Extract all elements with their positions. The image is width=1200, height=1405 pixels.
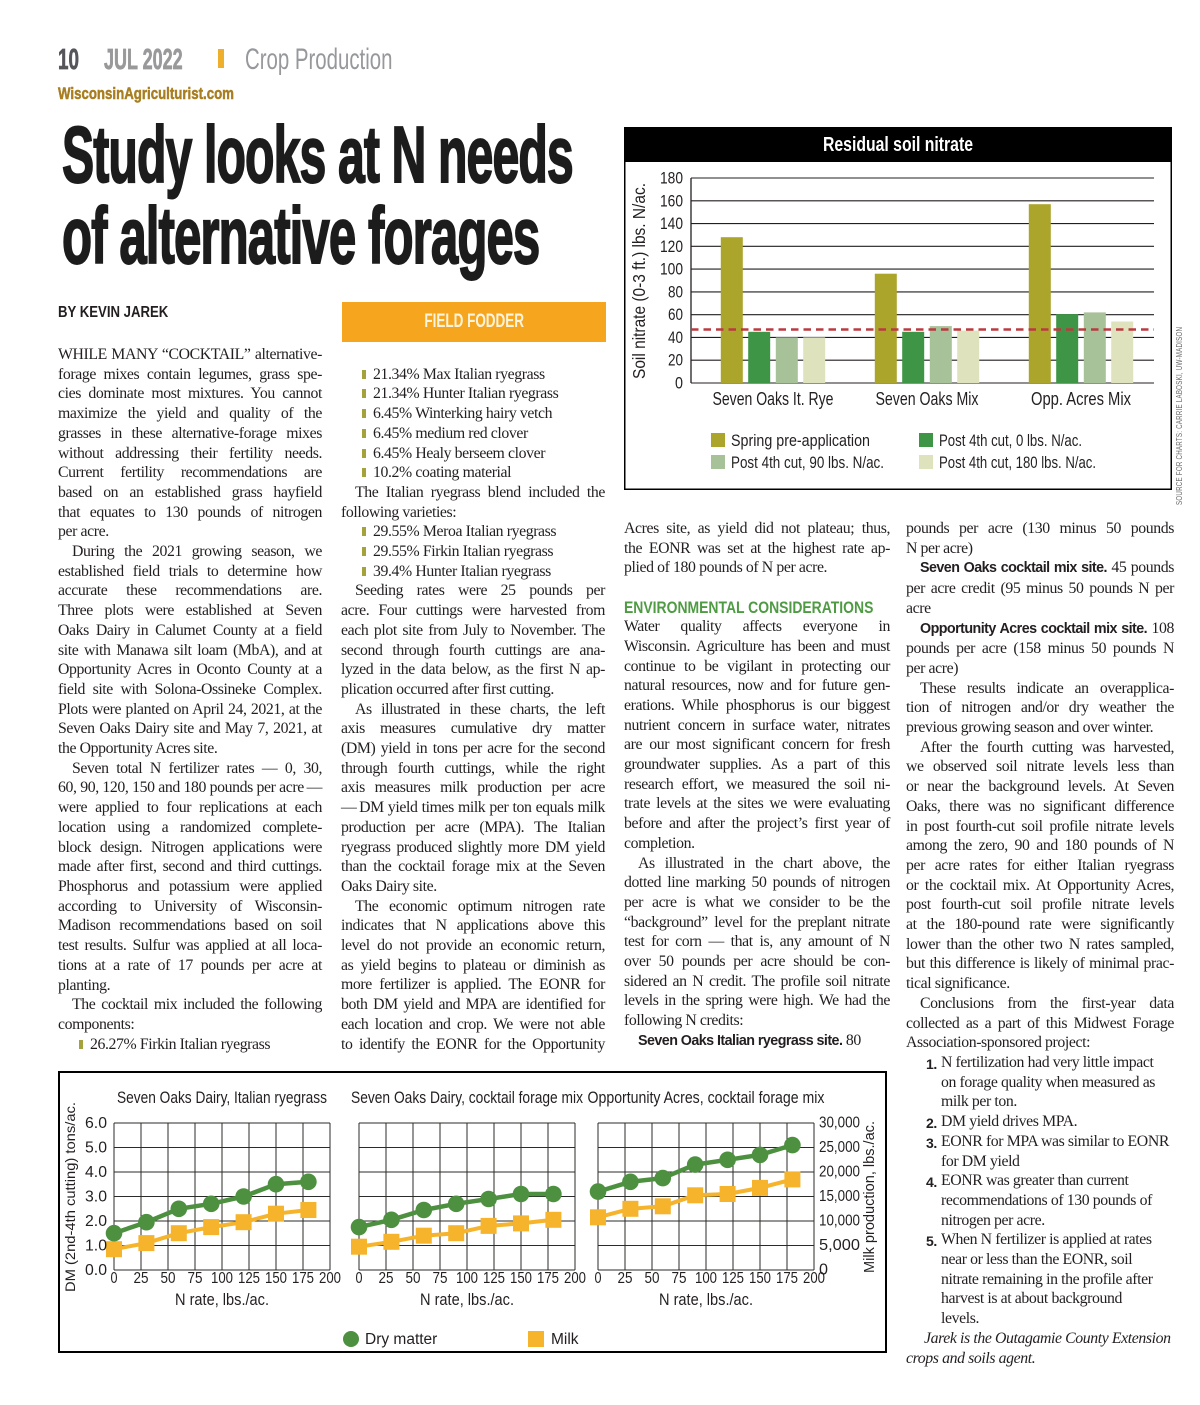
svg-text:N rate, lbs./ac.: N rate, lbs./ac. (659, 1291, 753, 1309)
svg-text:N rate, lbs./ac.: N rate, lbs./ac. (175, 1291, 269, 1309)
svg-text:100: 100 (695, 1270, 717, 1287)
svg-text:5.0: 5.0 (85, 1140, 107, 1157)
svg-text:175: 175 (537, 1270, 559, 1287)
svg-text:80: 80 (668, 282, 683, 301)
svg-text:15,000: 15,000 (819, 1188, 860, 1205)
svg-text:4.0: 4.0 (85, 1164, 107, 1181)
svg-text:25: 25 (379, 1270, 394, 1287)
svg-text:10,000: 10,000 (819, 1213, 860, 1230)
svg-text:0: 0 (819, 1262, 828, 1279)
svg-text:3.0: 3.0 (85, 1189, 107, 1206)
svg-text:5,000: 5,000 (819, 1237, 860, 1254)
svg-text:Post 4th cut, 180 lbs. N/ac.: Post 4th cut, 180 lbs. N/ac. (939, 454, 1096, 472)
svg-text:Seven Oaks Dairy, cocktail for: Seven Oaks Dairy, cocktail forage mix (351, 1088, 583, 1107)
svg-text:0: 0 (111, 1270, 118, 1287)
svg-text:Soil nitrate (0-3 ft.) lbs. N/: Soil nitrate (0-3 ft.) lbs. N/ac. (629, 183, 649, 379)
svg-text:175: 175 (292, 1270, 314, 1287)
svg-text:20,000: 20,000 (819, 1164, 860, 1181)
svg-text:30,000: 30,000 (819, 1115, 860, 1132)
svg-text:100: 100 (456, 1270, 478, 1287)
svg-text:0: 0 (675, 374, 683, 393)
svg-text:Opp. Acres Mix: Opp. Acres Mix (1031, 388, 1132, 409)
svg-text:75: 75 (672, 1270, 687, 1287)
svg-text:140: 140 (660, 214, 683, 233)
svg-text:Residual soil nitrate: Residual soil nitrate (823, 134, 973, 156)
svg-text:40: 40 (668, 328, 683, 347)
svg-text:Milk: Milk (551, 1331, 579, 1348)
svg-text:Opportunity Acres, cocktail fo: Opportunity Acres, cocktail forage mix (588, 1088, 825, 1107)
svg-text:50: 50 (161, 1270, 176, 1287)
svg-text:25,000: 25,000 (819, 1139, 860, 1156)
svg-text:20: 20 (668, 351, 683, 370)
svg-text:75: 75 (433, 1270, 448, 1287)
svg-text:1.0: 1.0 (85, 1238, 107, 1255)
svg-text:Milk production, lbs./ac.: Milk production, lbs./ac. (862, 1121, 878, 1273)
svg-text:150: 150 (265, 1270, 287, 1287)
svg-text:50: 50 (645, 1270, 660, 1287)
svg-text:200: 200 (803, 1270, 825, 1287)
svg-text:160: 160 (660, 191, 683, 210)
svg-text:50: 50 (406, 1270, 421, 1287)
svg-text:Dry matter: Dry matter (365, 1331, 437, 1348)
svg-text:0.0: 0.0 (85, 1262, 107, 1279)
svg-text:150: 150 (510, 1270, 532, 1287)
svg-text:120: 120 (660, 237, 683, 256)
svg-text:6.0: 6.0 (85, 1115, 107, 1132)
svg-text:180: 180 (660, 169, 683, 188)
svg-text:100: 100 (211, 1270, 233, 1287)
svg-text:2.0: 2.0 (85, 1213, 107, 1230)
svg-text:200: 200 (564, 1270, 586, 1287)
svg-text:175: 175 (776, 1270, 798, 1287)
svg-text:150: 150 (749, 1270, 771, 1287)
svg-text:125: 125 (722, 1270, 744, 1287)
svg-text:Post 4th cut, 90 lbs. N/ac.: Post 4th cut, 90 lbs. N/ac. (731, 454, 884, 472)
svg-text:DM (2nd-4th cutting) tons/ac.: DM (2nd-4th cutting) tons/ac. (62, 1102, 78, 1292)
svg-text:Seven Oaks Dairy, Italian ryeg: Seven Oaks Dairy, Italian ryegrass (117, 1088, 327, 1107)
svg-text:Seven Oaks Mix: Seven Oaks Mix (876, 388, 980, 409)
svg-text:Post 4th cut, 0 lbs. N/ac.: Post 4th cut, 0 lbs. N/ac. (939, 432, 1082, 450)
svg-text:0: 0 (356, 1270, 363, 1287)
svg-text:75: 75 (188, 1270, 203, 1287)
svg-text:Seven Oaks It. Rye: Seven Oaks It. Rye (713, 388, 834, 409)
svg-text:100: 100 (660, 260, 683, 279)
svg-text:60: 60 (668, 305, 683, 324)
svg-text:0: 0 (595, 1270, 602, 1287)
svg-text:25: 25 (134, 1270, 149, 1287)
svg-text:N rate, lbs./ac.: N rate, lbs./ac. (420, 1291, 514, 1309)
svg-text:125: 125 (238, 1270, 260, 1287)
svg-text:200: 200 (319, 1270, 341, 1287)
svg-text:25: 25 (618, 1270, 633, 1287)
svg-text:125: 125 (483, 1270, 505, 1287)
svg-text:Spring pre-application: Spring pre-application (731, 432, 870, 450)
